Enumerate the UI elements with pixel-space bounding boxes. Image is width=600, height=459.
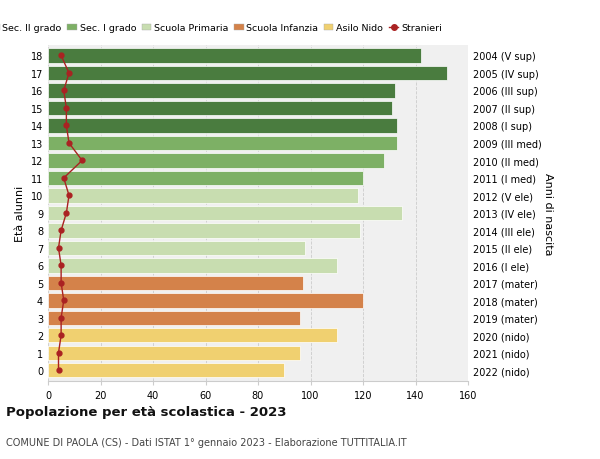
Bar <box>48 294 363 308</box>
Bar <box>48 154 384 168</box>
Bar <box>48 276 302 291</box>
Bar <box>48 224 361 238</box>
Text: COMUNE DI PAOLA (CS) - Dati ISTAT 1° gennaio 2023 - Elaborazione TUTTITALIA.IT: COMUNE DI PAOLA (CS) - Dati ISTAT 1° gen… <box>6 437 407 447</box>
Y-axis label: Anni di nascita: Anni di nascita <box>543 172 553 255</box>
Bar <box>48 136 397 151</box>
Bar <box>48 84 395 98</box>
Bar <box>48 364 284 378</box>
Bar <box>48 119 397 133</box>
Y-axis label: Età alunni: Età alunni <box>15 185 25 241</box>
Legend: Sec. II grado, Sec. I grado, Scuola Primaria, Scuola Infanzia, Asilo Nido, Stran: Sec. II grado, Sec. I grado, Scuola Prim… <box>0 21 446 37</box>
Bar <box>48 311 300 325</box>
Bar <box>48 346 300 360</box>
Bar <box>48 206 403 221</box>
Bar <box>48 171 363 186</box>
Bar <box>48 101 392 116</box>
Bar <box>48 329 337 343</box>
Bar <box>48 189 358 203</box>
Bar <box>48 241 305 256</box>
Bar <box>48 67 447 81</box>
Text: Popolazione per età scolastica - 2023: Popolazione per età scolastica - 2023 <box>6 405 287 419</box>
Bar <box>48 258 337 273</box>
Bar <box>48 49 421 63</box>
